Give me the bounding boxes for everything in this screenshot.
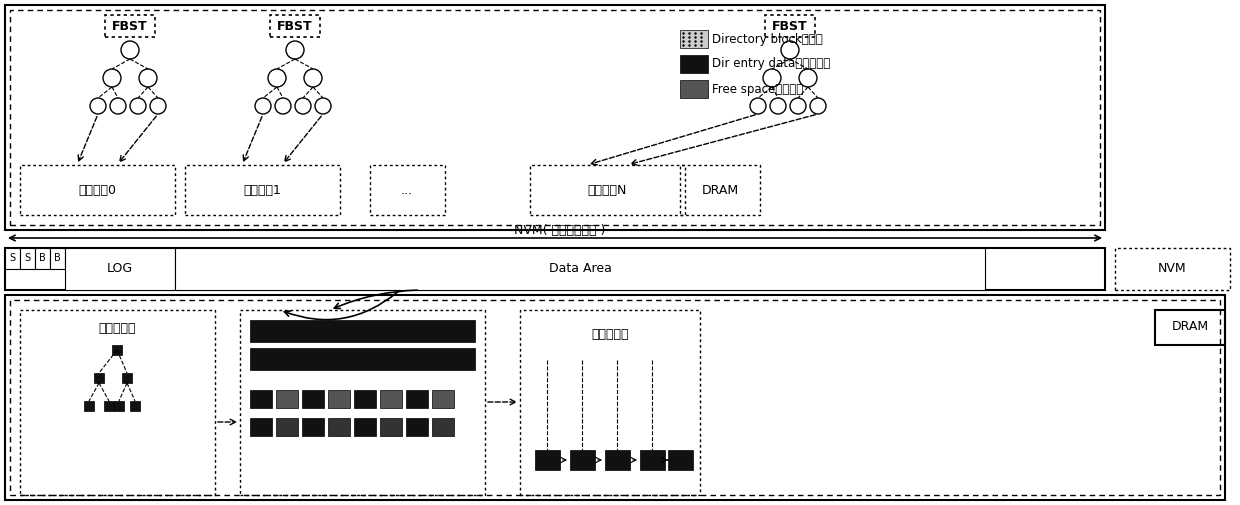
Text: Dir entry data目录项数据: Dir entry data目录项数据 (712, 58, 831, 71)
Text: S: S (9, 253, 15, 263)
Bar (303, 390, 324, 408)
Text: FBST: FBST (278, 20, 312, 32)
Bar (329, 418, 350, 436)
Bar (432, 418, 454, 436)
Text: 存储空间N: 存储空间N (588, 183, 626, 196)
Bar (104, 401, 114, 411)
Bar (405, 390, 428, 408)
Bar (35, 248, 50, 269)
Bar (20, 165, 175, 215)
Bar (605, 450, 630, 470)
Text: 哈希索引表: 哈希索引表 (591, 328, 629, 341)
Bar (64, 248, 175, 290)
Text: LOG: LOG (107, 263, 133, 276)
Bar (680, 80, 708, 98)
Bar (415, 248, 436, 290)
Bar (175, 248, 985, 290)
Bar (405, 418, 428, 436)
Bar (303, 418, 324, 436)
Text: 存储空间0: 存储空间0 (78, 183, 117, 196)
Bar (640, 450, 665, 470)
Bar (384, 248, 407, 290)
Bar (20, 248, 35, 269)
Bar (379, 418, 402, 436)
Bar (20, 310, 215, 495)
Bar (241, 310, 485, 495)
Text: FBST: FBST (773, 20, 807, 32)
Bar (250, 418, 272, 436)
Bar (353, 418, 376, 436)
Text: Directory block空间块: Directory block空间块 (712, 32, 823, 45)
Bar (105, 15, 155, 37)
Bar (680, 30, 708, 48)
Bar (680, 55, 708, 73)
Bar (114, 401, 124, 411)
Bar (277, 390, 298, 408)
Bar (1154, 310, 1225, 345)
Bar (112, 345, 122, 355)
Text: DRAM: DRAM (1172, 321, 1209, 333)
Bar (5, 295, 1225, 500)
Bar (10, 300, 1220, 495)
Bar (250, 348, 475, 370)
Bar (680, 165, 760, 215)
Text: 目录项数据: 目录项数据 (98, 322, 135, 334)
Bar (534, 450, 560, 470)
Bar (94, 373, 104, 383)
Bar (379, 390, 402, 408)
Text: B: B (38, 253, 46, 263)
Text: ...: ... (401, 183, 413, 196)
Bar (353, 390, 376, 408)
Bar (5, 5, 1105, 230)
Text: Free space空闲空间: Free space空闲空间 (712, 82, 804, 95)
Text: NVM( 物理地址空间 ): NVM( 物理地址空间 ) (515, 224, 605, 236)
Text: B: B (53, 253, 61, 263)
Bar (570, 450, 595, 470)
Bar (765, 15, 815, 37)
Bar (277, 418, 298, 436)
Bar (84, 401, 94, 411)
Bar (250, 390, 272, 408)
Text: Data Area: Data Area (548, 263, 611, 276)
Text: FBST: FBST (112, 20, 148, 32)
Bar (130, 401, 140, 411)
Bar (5, 248, 20, 269)
Bar (250, 320, 475, 342)
Bar (529, 165, 684, 215)
Bar (432, 390, 454, 408)
Bar (50, 248, 64, 269)
Bar (520, 310, 701, 495)
Bar (185, 165, 340, 215)
Text: NVM: NVM (1158, 263, 1187, 276)
Bar (329, 390, 350, 408)
Bar (5, 248, 1105, 290)
Text: S: S (24, 253, 30, 263)
Bar (370, 165, 445, 215)
Bar (270, 15, 320, 37)
Bar (10, 10, 1100, 225)
Text: DRAM: DRAM (702, 183, 739, 196)
Text: 存储空间1: 存储空间1 (243, 183, 281, 196)
Bar (668, 450, 693, 470)
Bar (122, 373, 131, 383)
Bar (1115, 248, 1230, 290)
Bar (441, 248, 463, 290)
